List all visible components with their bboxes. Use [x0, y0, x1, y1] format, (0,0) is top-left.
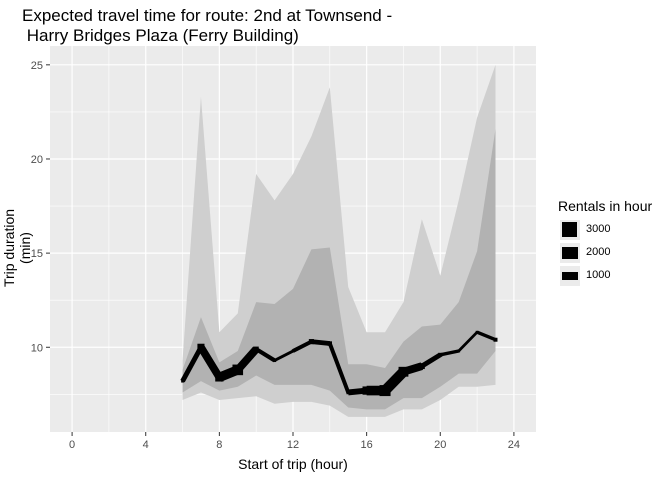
median-point [327, 341, 332, 346]
median-line-segment [457, 331, 479, 353]
x-tick-label: 8 [216, 439, 222, 451]
legend-label-1000: 1000 [586, 269, 611, 281]
median-point [438, 352, 443, 357]
median-point [475, 330, 479, 334]
median-point [308, 339, 314, 345]
median-line-segment [273, 349, 294, 362]
median-point [181, 379, 184, 383]
legend-swatch-2000 [562, 247, 578, 259]
legend-swatch-1000 [562, 272, 578, 280]
median-line-segment [476, 330, 497, 342]
legend-title: Rentals in hour [558, 198, 653, 214]
median-point [215, 373, 224, 382]
median-line-segment [420, 352, 442, 369]
x-tick-label: 4 [143, 439, 149, 451]
median-line-segment [180, 346, 204, 383]
median-point [362, 386, 371, 395]
y-tick-label: 15 [31, 248, 43, 260]
y-tick-label: 25 [31, 60, 43, 72]
legend-item-2000: 2000 [558, 243, 668, 266]
median-line-segment [311, 339, 331, 346]
x-tick-label: 0 [69, 439, 75, 451]
y-tick-label: 10 [31, 342, 43, 354]
legend-item-1000: 1000 [558, 266, 668, 289]
median-point [493, 337, 498, 342]
median-point [232, 364, 244, 376]
median-point [457, 349, 461, 353]
median-point [418, 363, 425, 370]
median-point [398, 366, 409, 377]
median-point [253, 346, 259, 352]
median-line-segment [255, 347, 276, 363]
median-point [379, 385, 391, 397]
y-axis-label: Trip duration (min) [1, 208, 33, 288]
y-tick-label: 20 [31, 154, 43, 166]
x-tick-label: 16 [361, 439, 373, 451]
x-tick-label: 20 [434, 439, 446, 451]
median-point [291, 349, 295, 353]
legend-key [560, 243, 580, 263]
x-axis-label: Start of trip (hour) [238, 456, 348, 472]
median-point [197, 343, 205, 351]
median-point [346, 390, 351, 395]
chart-title: Expected travel time for route: 2nd at T… [22, 6, 393, 45]
median-line-segment [439, 349, 460, 357]
median-line-segment [197, 345, 223, 380]
inner-band [182, 128, 496, 410]
legend-label-3000: 3000 [586, 223, 611, 235]
legend-key [560, 220, 580, 240]
median-line-segment [327, 342, 351, 394]
median-line-segment [292, 339, 313, 353]
legend-key [560, 266, 580, 286]
x-tick-label: 24 [508, 439, 520, 451]
legend-swatch-3000 [562, 222, 577, 237]
legend-label-2000: 2000 [586, 246, 611, 258]
median-point [273, 358, 277, 363]
x-tick-label: 12 [287, 439, 299, 451]
legend-item-3000: 3000 [558, 220, 668, 243]
legend: Rentals in hour 3000 2000 1000 [558, 198, 668, 289]
